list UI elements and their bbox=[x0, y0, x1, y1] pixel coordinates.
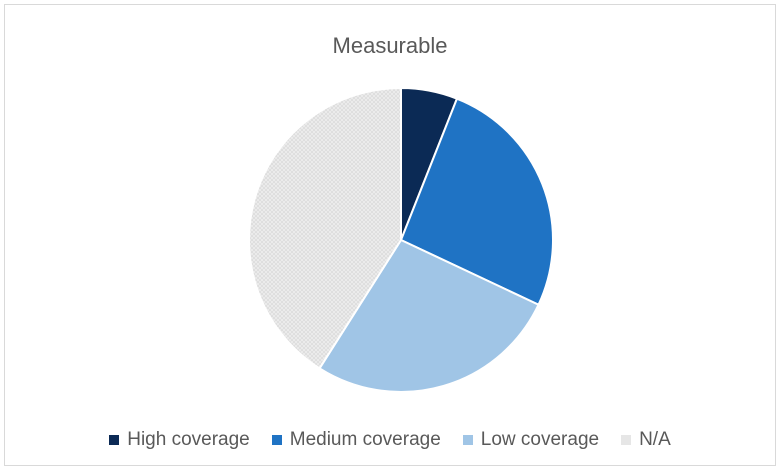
pie-slice-na bbox=[248, 86, 402, 370]
chart-title: Measurable bbox=[332, 33, 448, 58]
legend-swatch-low-coverage bbox=[462, 435, 473, 445]
legend: High coverage Medium coverage Low covera… bbox=[5, 429, 775, 451]
pie-chart bbox=[248, 86, 554, 393]
legend-label-high-coverage: High coverage bbox=[127, 429, 250, 450]
legend-swatch-na bbox=[621, 435, 632, 445]
legend-item-na: N/A bbox=[621, 429, 671, 451]
legend-item-low-coverage: Low coverage bbox=[462, 429, 600, 451]
legend-swatch-medium-coverage bbox=[271, 435, 282, 445]
legend-item-high-coverage: High coverage bbox=[109, 429, 250, 451]
legend-label-na: N/A bbox=[639, 429, 671, 450]
pie-slice-medium-coverage bbox=[399, 97, 554, 307]
legend-swatch-high-coverage bbox=[109, 435, 120, 445]
legend-item-medium-coverage: Medium coverage bbox=[271, 429, 441, 451]
legend-label-low-coverage: Low coverage bbox=[480, 429, 600, 450]
pie-slice-low-coverage bbox=[318, 238, 540, 393]
chart-area: Measurable High coverage Medium coverage… bbox=[4, 4, 776, 466]
legend-label-medium-coverage: Medium coverage bbox=[289, 429, 441, 450]
